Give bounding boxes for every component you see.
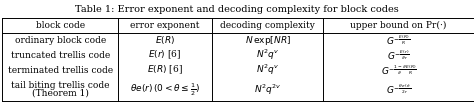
Text: tail biting trellis code: tail biting trellis code <box>11 81 109 90</box>
Text: $N^2 q^v$: $N^2 q^v$ <box>256 63 280 77</box>
Text: decoding complexity: decoding complexity <box>220 21 315 30</box>
Text: block code: block code <box>36 21 85 30</box>
Text: truncated trellis code: truncated trellis code <box>10 51 110 60</box>
Text: $G^{-\frac{1-\vartheta}{\vartheta}\frac{E(R)}{R}}$: $G^{-\frac{1-\vartheta}{\vartheta}\frac{… <box>381 63 417 77</box>
Text: (Theorem 1): (Theorem 1) <box>32 88 89 97</box>
Text: terminated trellis code: terminated trellis code <box>8 66 113 75</box>
Text: $G^{-\frac{\theta e(r)}{2r}}$: $G^{-\frac{\theta e(r)}{2r}}$ <box>386 82 411 96</box>
Text: $G^{-\frac{E(r)}{\vartheta r}}$: $G^{-\frac{E(r)}{\vartheta r}}$ <box>387 48 410 62</box>
Text: ordinary block code: ordinary block code <box>15 36 106 45</box>
Text: $G^{-\frac{E(R)}{R}}$: $G^{-\frac{E(R)}{R}}$ <box>386 33 410 47</box>
Text: $\theta e(r)\,(0 < \theta \leq \frac{1}{2})$: $\theta e(r)\,(0 < \theta \leq \frac{1}{… <box>130 81 200 98</box>
Text: $E(R)$: $E(R)$ <box>155 34 175 46</box>
Text: $E(r)$ [6]: $E(r)$ [6] <box>148 49 182 61</box>
Text: upper bound on Pr(·): upper bound on Pr(·) <box>350 21 447 30</box>
Text: Table 1: Error exponent and decoding complexity for block codes: Table 1: Error exponent and decoding com… <box>75 5 399 14</box>
Text: $N\,\mathrm{exp}[NR]$: $N\,\mathrm{exp}[NR]$ <box>245 34 291 47</box>
Text: $N^2 q^v$: $N^2 q^v$ <box>256 48 280 62</box>
Text: $N^2 q^{2v}$: $N^2 q^{2v}$ <box>254 82 282 97</box>
Text: $E(R)$ [6]: $E(R)$ [6] <box>147 64 183 76</box>
Text: error exponent: error exponent <box>130 21 200 30</box>
